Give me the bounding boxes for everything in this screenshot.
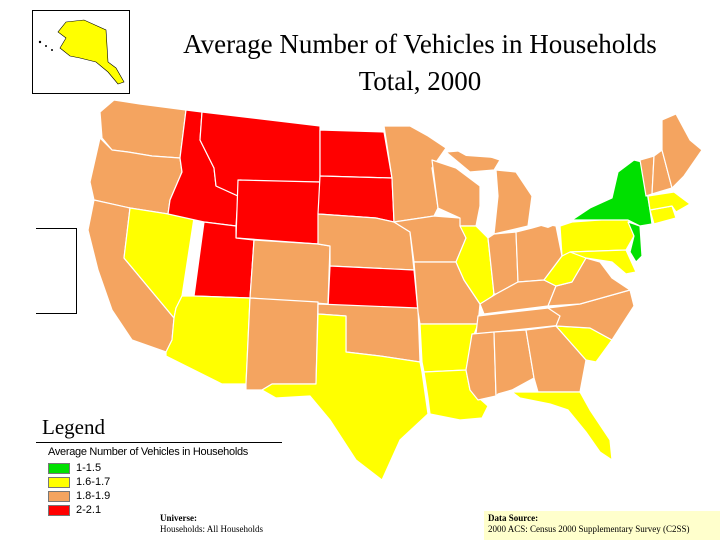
state-ma[interactable] — [647, 191, 691, 213]
legend-list: 1-1.5 1.6-1.7 1.8-1.9 2-2.1 — [48, 461, 110, 517]
map-title-line2: Total, 2000 — [358, 66, 482, 96]
map-title-line1: Average Number of Vehicles in Households — [183, 29, 657, 59]
alaska-inset-map — [38, 19, 125, 85]
state-az[interactable] — [165, 295, 251, 385]
source-value: 2000 ACS: Census 2000 Supplementary Surv… — [488, 524, 690, 534]
source-label: Data Source: — [488, 513, 539, 523]
state-pa[interactable] — [559, 217, 635, 257]
state-nd[interactable] — [319, 129, 393, 179]
state-mi[interactable] — [493, 169, 533, 235]
universe-value: Households: All Households — [160, 524, 264, 534]
lake-superior — [448, 140, 500, 158]
legend-label: 1.8-1.9 — [76, 490, 111, 502]
legend-label: 2-2.1 — [76, 504, 102, 516]
data-source-note: Data Source: 2000 ACS: Census 2000 Suppl… — [484, 511, 720, 540]
legend-swatch-green — [48, 462, 70, 474]
legend-divider — [36, 442, 282, 443]
state-ms[interactable] — [465, 331, 497, 401]
legend-item: 1.8-1.9 — [48, 489, 110, 503]
state-wa[interactable] — [99, 99, 187, 159]
legend-swatch-red — [48, 504, 70, 516]
legend-heading: Legend — [42, 415, 105, 439]
state-tx[interactable] — [261, 313, 429, 481]
legend-subtitle: Average Number of Vehicles in Households — [48, 446, 248, 458]
state-me[interactable] — [661, 113, 703, 189]
ak-island-dot — [45, 45, 47, 47]
hawaii-inset-frame — [36, 228, 77, 314]
legend-swatch-orange — [48, 490, 70, 502]
state-ny[interactable] — [571, 159, 653, 227]
state-wy[interactable] — [235, 179, 321, 245]
state-ak-shape[interactable] — [57, 19, 125, 85]
ak-island-dot — [51, 49, 53, 51]
legend-label: 1.6-1.7 — [76, 476, 111, 488]
state-nm[interactable] — [245, 297, 319, 391]
map-title: Average Number of Vehicles in Households… — [120, 26, 720, 100]
state-md[interactable] — [569, 249, 637, 275]
state-co[interactable] — [249, 239, 331, 305]
universe-label: Universe: — [160, 513, 197, 523]
lake-michigan — [482, 176, 494, 226]
legend-swatch-yellow — [48, 476, 70, 488]
state-fl[interactable] — [511, 391, 613, 461]
lake-erie — [534, 214, 572, 228]
legend-label: 1-1.5 — [76, 462, 102, 474]
legend-item: 1-1.5 — [48, 461, 110, 475]
ak-island-dot — [38, 40, 42, 44]
universe-note: Universe: Households: All Households — [160, 513, 263, 535]
legend-item: 1.6-1.7 — [48, 475, 110, 489]
legend-item: 2-2.1 — [48, 503, 110, 517]
